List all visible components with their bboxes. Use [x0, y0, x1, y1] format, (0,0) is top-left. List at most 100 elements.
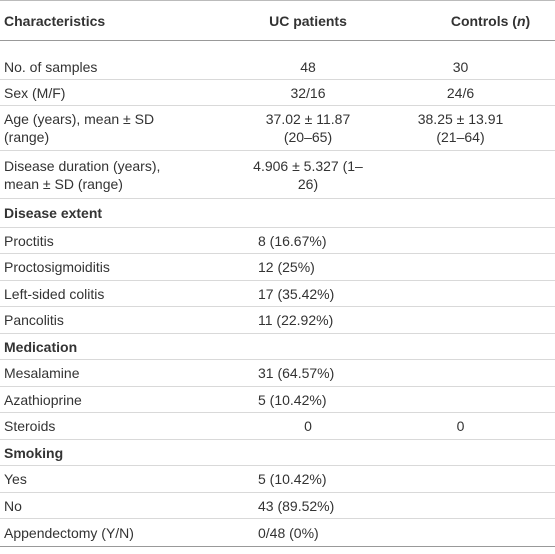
cell-text: No — [4, 497, 22, 514]
table-row: Proctitis 8 (16.67%) — [0, 227, 555, 254]
cell: Pancolitis — [0, 306, 250, 334]
table-row: Age (years), mean ± SD (range) 37.02 ± 11… — [0, 105, 555, 151]
cell: Left-sided colitis — [0, 280, 250, 307]
cell-text: 30 — [452, 58, 469, 75]
cell: Proctosigmoiditis — [0, 253, 250, 281]
cell-text: 31 (64.57%) — [258, 365, 335, 381]
cell: 5 (10.42%) — [250, 465, 366, 493]
cell — [366, 359, 555, 387]
cell-text: 8 (16.67%) — [258, 232, 327, 249]
cell-text: Mesalamine — [4, 365, 80, 381]
cell-text: 24/6 — [446, 84, 475, 101]
header-text: ) — [525, 12, 531, 29]
header-italic: n — [516, 12, 526, 29]
cell: Disease duration (years), mean ± SD (ran… — [0, 150, 250, 199]
cell — [366, 306, 555, 334]
cell: 24/6 — [366, 79, 555, 106]
cell-text: Appendectomy (Y/N) — [4, 524, 134, 541]
cell-text: 0/48 (0%) — [258, 524, 319, 541]
section-row: Smoking — [0, 439, 555, 466]
cell: 17 (35.42%) — [250, 280, 366, 307]
cell-text: 12 (25%) — [258, 259, 315, 275]
cell: 12 (25%) — [250, 253, 366, 281]
cell: No. of samples — [0, 40, 250, 80]
cell-text: 5 (10.42%) — [258, 471, 327, 487]
cell: Yes — [0, 465, 250, 493]
cell — [366, 386, 555, 413]
cell-text: 0 — [304, 418, 312, 434]
header-cell: UC patients — [250, 0, 366, 41]
cell-text: Proctosigmoiditis — [4, 259, 110, 275]
table-row: Appendectomy (Y/N) 0/48 (0%) — [0, 518, 555, 547]
cell — [366, 518, 555, 547]
cell: Mesalamine — [0, 359, 250, 387]
header-cell: Characteristics — [0, 0, 250, 41]
cell — [366, 465, 555, 493]
cell: Appendectomy (Y/N) — [0, 518, 250, 547]
cell-text: 4.906 ± 5.327 (1–26) — [253, 157, 363, 192]
table-body: No. of samples 48 30 Sex (M/F) 32/16 24/6 Age … — [0, 40, 555, 547]
table-row: Steroids 0 0 — [0, 412, 555, 440]
table-row: No. of samples 48 30 — [0, 40, 555, 80]
cell: Age (years), mean ± SD (range) — [0, 105, 250, 151]
section-heading: Medication — [0, 333, 555, 360]
header-text: Controls ( — [450, 12, 517, 29]
table-row: Pancolitis 11 (22.92%) — [0, 306, 555, 334]
table-row: Yes 5 (10.42%) — [0, 465, 555, 493]
cell-text: 32/16 — [290, 84, 326, 101]
cell-text: 11 (22.92%) — [258, 312, 334, 328]
cell-text: Pancolitis — [4, 312, 64, 328]
cell — [366, 492, 555, 519]
cell-text: Azathioprine — [4, 391, 82, 408]
cell: Sex (M/F) — [0, 79, 250, 106]
cell: Proctitis — [0, 227, 250, 254]
cell: 31 (64.57%) — [250, 359, 366, 387]
table-row: Proctosigmoiditis 12 (25%) — [0, 253, 555, 281]
cell: 37.02 ± 11.87 (20–65) — [250, 105, 366, 151]
cell-text: 5 (10.42%) — [258, 391, 327, 408]
cell-text: Proctitis — [4, 232, 54, 249]
cell: 0 — [250, 412, 366, 440]
table-row: Azathioprine 5 (10.42%) — [0, 386, 555, 413]
cell — [366, 227, 555, 254]
cell: 32/16 — [250, 79, 366, 106]
cell-text: Sex (M/F) — [4, 84, 66, 101]
cell: 0/48 (0%) — [250, 518, 366, 547]
header-cell: Controls (n) — [366, 0, 555, 41]
cell: 4.906 ± 5.327 (1–26) — [250, 150, 366, 199]
cell: 0 — [366, 412, 555, 440]
cell: No — [0, 492, 250, 519]
cell: Steroids — [0, 412, 250, 440]
cell — [366, 280, 555, 307]
cell-text: 0 — [456, 418, 465, 434]
cell-text: Left-sided colitis — [4, 285, 105, 302]
table-row: Mesalamine 31 (64.57%) — [0, 359, 555, 387]
cell-text: 43 (89.52%) — [258, 497, 335, 514]
cell: 8 (16.67%) — [250, 227, 366, 254]
cell: Azathioprine — [0, 386, 250, 413]
cell: 43 (89.52%) — [250, 492, 366, 519]
cell-text: 38.25 ± 13.91 (21–64) — [417, 111, 504, 145]
cell-text: Yes — [4, 471, 27, 487]
header-row: Characteristics UC patients Controls (n) — [0, 0, 555, 41]
section-row: Medication — [0, 333, 555, 360]
cell-text: 37.02 ± 11.87 (20–65) — [265, 111, 351, 145]
cell-text: 48 — [300, 58, 316, 75]
cell: 38.25 ± 13.91 (21–64) — [366, 105, 555, 151]
cell-text: Steroids — [4, 418, 56, 434]
section-row: Disease extent — [0, 198, 555, 228]
table-row: Disease duration (years), mean ± SD (ran… — [0, 150, 555, 199]
cell-text: Disease duration (years), mean ± SD (ran… — [4, 157, 161, 192]
cell: 48 — [250, 40, 366, 80]
table-row: No 43 (89.52%) — [0, 492, 555, 519]
cell: 30 — [366, 40, 555, 80]
cell: 11 (22.92%) — [250, 306, 366, 334]
cell-text: 17 (35.42%) — [258, 285, 335, 302]
cell: 5 (10.42%) — [250, 386, 366, 413]
cell — [366, 150, 555, 199]
cell-text: Age (years), mean ± SD (range) — [4, 111, 155, 145]
table-row: Left-sided colitis 17 (35.42%) — [0, 280, 555, 307]
section-heading: Disease extent — [0, 198, 555, 228]
